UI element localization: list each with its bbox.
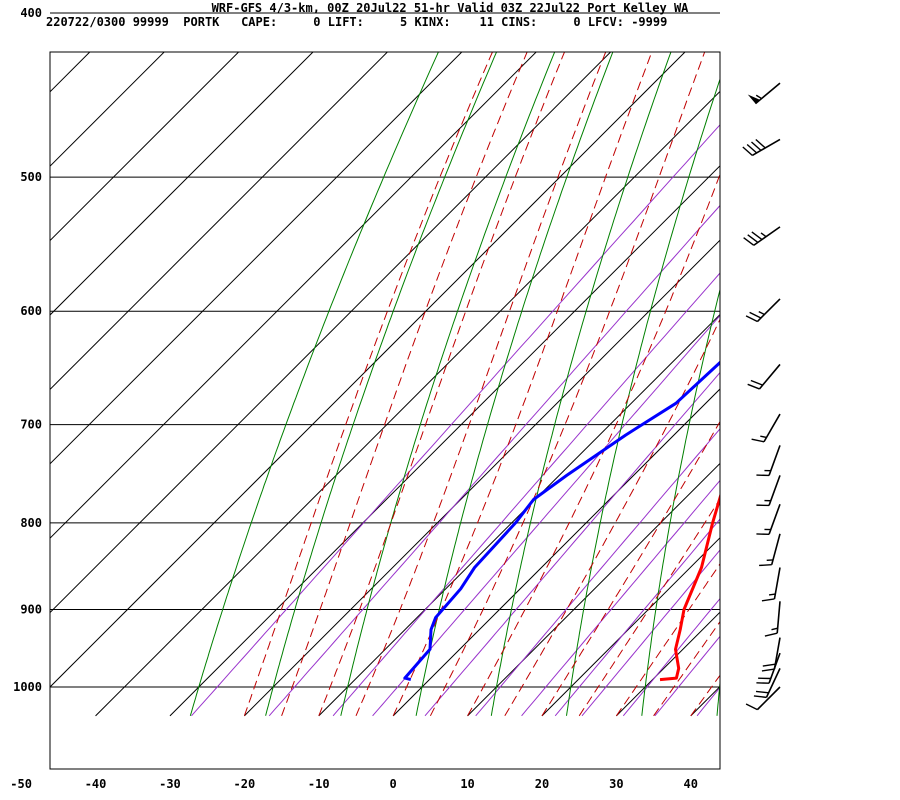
moist-adiabat-line	[541, 420, 720, 717]
pressure-tick-400: 400	[20, 6, 42, 20]
dry-adiabat-line	[566, 77, 720, 716]
moist-adiabat-line	[355, 52, 607, 716]
temperature-tick--50: -50	[10, 777, 32, 791]
temperature-tick-0: 0	[390, 777, 397, 791]
temperature-tick-10: 10	[460, 777, 474, 791]
temperature-tick--10: -10	[308, 777, 330, 791]
dry-adiabat-line	[340, 52, 556, 716]
temperature-tick--40: -40	[85, 777, 107, 791]
temperature-tick--30: -30	[159, 777, 181, 791]
wind-barb-780	[756, 503, 781, 536]
isotherm-lines	[50, 52, 720, 717]
dry-adiabat-line	[265, 52, 498, 716]
wind-barb-590	[745, 298, 781, 323]
mixing-ratio-line	[521, 479, 720, 717]
moist-adiabat-line	[504, 318, 720, 717]
pressure-tick-900: 900	[20, 602, 42, 616]
mixing-ratio-line	[191, 124, 720, 717]
plot-frame	[49, 51, 721, 770]
dry-adiabat-line	[415, 52, 614, 716]
sounding-indices-line: 220722/0300 99999 PORTK CAPE: 0 LIFT: 5 …	[46, 15, 668, 29]
isotherm--50	[50, 52, 686, 688]
pressure-tick-500: 500	[20, 170, 42, 184]
temperature-profile	[659, 492, 720, 682]
dry-adiabat-lines	[189, 4, 900, 716]
isotherm-0	[392, 388, 720, 717]
sounding-profiles	[403, 360, 720, 682]
mixing-ratio-line	[654, 635, 720, 717]
temperature-tick-30: 30	[609, 777, 623, 791]
wind-barb-1000	[745, 686, 781, 711]
isotherm--100	[50, 52, 314, 316]
moist-adiabat-line	[467, 173, 720, 717]
wind-barb-935	[761, 637, 781, 672]
wind-barbs	[742, 82, 781, 711]
temperature-tick-20: 20	[535, 777, 549, 791]
moist-adiabat-line	[690, 674, 720, 717]
dry-adiabat-line	[716, 677, 720, 716]
wind-barb-975	[753, 668, 781, 699]
wind-barb-720	[756, 445, 781, 477]
wind-barb-440	[747, 82, 781, 105]
isotherm--20	[243, 239, 720, 717]
pressure-tick-700: 700	[20, 418, 42, 432]
temperature-tick-labels: -50 -40 -30 -20 -10 0 10 20 30 40	[10, 777, 698, 791]
isotherm-20	[541, 537, 720, 717]
isotherm--30	[169, 165, 720, 717]
moist-adiabat-line	[653, 620, 720, 717]
wind-barb-812	[759, 533, 781, 567]
temperature-tick--20: -20	[234, 777, 256, 791]
wind-barb-890	[764, 601, 781, 637]
pressure-tick-800: 800	[20, 516, 42, 530]
wind-barb-750	[756, 475, 781, 507]
dewpoint-profile	[403, 360, 720, 682]
dry-adiabat-line	[189, 52, 439, 716]
isotherm--40	[95, 90, 720, 717]
mixing-ratio-line	[622, 597, 720, 717]
dry-adiabat-line	[490, 52, 672, 716]
wind-barb-850	[761, 567, 781, 602]
dry-adiabat-line	[641, 287, 720, 716]
moist-adiabat-line	[243, 52, 493, 716]
isotherm--70	[50, 52, 537, 539]
moist-adiabat-line	[281, 52, 528, 716]
wind-barb-690	[751, 413, 781, 443]
isotherm--120	[50, 52, 165, 167]
isotherm--60	[50, 52, 612, 614]
mixing-ratio-line	[581, 549, 720, 717]
moist-adiabat-line	[429, 52, 706, 717]
moist-adiabat-line	[578, 498, 720, 717]
moist-adiabat-line	[318, 52, 566, 716]
mixing-ratio-line	[268, 204, 720, 717]
dry-adiabat-line	[792, 4, 900, 716]
pressure-tick-labels: 400 500 600 700 800 900 1000	[13, 6, 42, 694]
wind-barb-645	[747, 363, 781, 390]
mixing-ratio-line	[332, 272, 720, 717]
wind-barb-535	[743, 226, 781, 246]
isotherm-40	[690, 685, 720, 717]
isotherm--80	[50, 52, 463, 465]
wind-barb-475	[742, 138, 781, 157]
dry-adiabat-line	[868, 4, 900, 716]
wind-barb-955	[756, 652, 781, 684]
mixing-ratio-line	[696, 686, 720, 717]
chart-title: WRF-GFS 4/3-km, 00Z 20Jul22 51-hr Valid …	[211, 1, 689, 15]
pressure-tick-600: 600	[20, 304, 42, 318]
moist-adiabat-line	[615, 562, 720, 717]
isotherm--110	[50, 52, 240, 242]
mixing-ratio-line	[372, 314, 720, 717]
mixing-ratio-line	[554, 518, 720, 717]
temperature-tick-40: 40	[684, 777, 698, 791]
pressure-tick-1000: 1000	[13, 680, 42, 694]
isotherm--10	[318, 313, 720, 717]
mixing-ratio-line	[424, 371, 720, 717]
isotherm--90	[50, 52, 389, 391]
